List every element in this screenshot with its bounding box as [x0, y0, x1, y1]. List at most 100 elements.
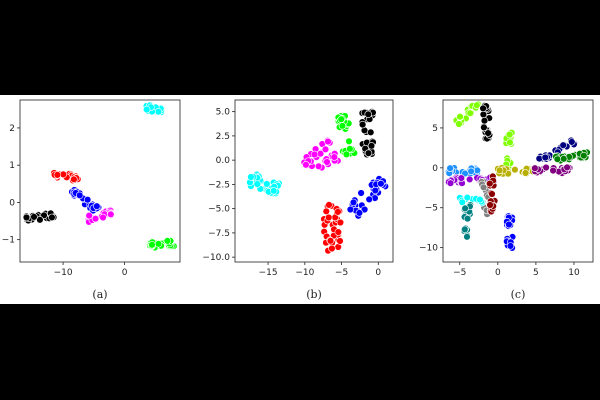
- scatter-point: [338, 122, 347, 130]
- cluster-9: [503, 212, 517, 252]
- scatter-point: [377, 179, 385, 188]
- subplot-caption: (a): [92, 288, 107, 301]
- scatter-point: [310, 150, 319, 159]
- cluster-8: [460, 201, 474, 241]
- scatter-point: [559, 141, 567, 149]
- cluster-0: [452, 100, 484, 129]
- cluster-5: [146, 237, 178, 252]
- y-tick-label: 5.0: [216, 108, 231, 118]
- scatter-point: [476, 195, 484, 204]
- scatter-point: [364, 149, 373, 157]
- x-tick-label: −5: [335, 268, 348, 278]
- scatter-point: [330, 153, 338, 161]
- cluster-3: [358, 108, 377, 159]
- scatter-point: [247, 173, 255, 181]
- y-tick-label: −10: [419, 244, 438, 254]
- scatter-point: [531, 164, 539, 172]
- scatter-point: [479, 183, 488, 192]
- x-tick-label: −15: [259, 268, 278, 278]
- scatter-point: [463, 233, 471, 241]
- cluster-13: [552, 148, 591, 165]
- scatter-point: [505, 220, 513, 229]
- scatter-point: [488, 190, 496, 198]
- x-tick-label: 0: [495, 268, 501, 278]
- scatter-point: [580, 151, 588, 160]
- scatter-point: [346, 205, 355, 214]
- scatter-point: [479, 104, 487, 113]
- cluster-3: [444, 164, 481, 178]
- cluster-1: [479, 101, 494, 143]
- cluster-7: [456, 193, 486, 207]
- scatter-point: [506, 242, 515, 250]
- scatter-point: [364, 110, 372, 118]
- figure-panel: −10 0 2 1 0 −1 (a) −15 −10 −5 0 5.0 2.5 0.0 −2.5 −5.0 −7…: [0, 95, 600, 304]
- scatter-point: [463, 193, 471, 202]
- scatter-point: [154, 240, 163, 248]
- scatter-point: [70, 175, 78, 184]
- scatter-point: [484, 129, 492, 137]
- scatter-point: [270, 187, 278, 195]
- scatter-point: [473, 101, 481, 109]
- scatter-point: [535, 154, 543, 163]
- scatter-point: [358, 120, 367, 129]
- cluster-3: [84, 206, 115, 226]
- scatter-point: [263, 180, 271, 188]
- scatter-point: [360, 205, 369, 214]
- scatter-point: [367, 142, 376, 150]
- x-tick-label: 0: [122, 268, 128, 278]
- cluster-2: [68, 186, 103, 215]
- scatter-point: [486, 179, 494, 188]
- scatter-point: [85, 211, 93, 220]
- scatter-point: [154, 108, 163, 116]
- scatter-point: [334, 228, 342, 236]
- scatter-point: [345, 137, 353, 145]
- scatter-point: [143, 105, 151, 114]
- scatter-point: [549, 166, 557, 175]
- scatter-point: [302, 161, 310, 169]
- scatter-point: [107, 210, 115, 219]
- y-tick-label: −5: [425, 204, 438, 214]
- scatter-point: [467, 167, 475, 176]
- cluster-0: [246, 170, 283, 198]
- cluster-1: [300, 136, 342, 172]
- scatter-point: [322, 207, 330, 216]
- scatter-point: [495, 166, 504, 175]
- cluster-4: [22, 209, 58, 225]
- scatter-point: [357, 189, 365, 197]
- scatter-point: [53, 171, 62, 179]
- subplot-b: −15 −10 −5 0 5.0 2.5 0.0 −2.5 −5.0 −7.5 −10.0 (b): [202, 99, 394, 301]
- scatter-point: [457, 174, 465, 182]
- cluster-0: [142, 101, 166, 117]
- scatter-point: [505, 130, 514, 139]
- scatter-point: [521, 169, 530, 177]
- scatter-point: [336, 218, 345, 227]
- x-tick-label: −5: [453, 268, 466, 278]
- subplot-caption: (b): [306, 288, 322, 301]
- scatter-point: [466, 175, 474, 184]
- scatter-point: [371, 186, 379, 195]
- scatter-point: [75, 191, 84, 200]
- scatter-point: [446, 164, 454, 172]
- scatter-point: [325, 213, 333, 222]
- scatter-point: [22, 213, 31, 222]
- y-tick-label: 1: [9, 161, 15, 171]
- y-tick-label: 2: [9, 124, 15, 134]
- scatter-point: [36, 216, 44, 224]
- subplot-caption: (c): [511, 288, 526, 301]
- x-tick-label: −10: [54, 268, 73, 278]
- scatter-point: [480, 123, 488, 132]
- cluster-6: [485, 172, 499, 216]
- scatter-point: [163, 237, 172, 245]
- cluster-2: [334, 111, 358, 159]
- scatter-point: [346, 145, 354, 153]
- scatter-point: [326, 237, 335, 245]
- scatter-point: [336, 237, 344, 245]
- scatter-point: [506, 138, 514, 147]
- y-tick-label: 2.5: [216, 132, 230, 142]
- scatter-point: [325, 201, 333, 209]
- scatter-point: [511, 165, 519, 174]
- scatter-point: [559, 155, 568, 163]
- scatter-point: [479, 110, 488, 119]
- scatter-point: [342, 150, 351, 159]
